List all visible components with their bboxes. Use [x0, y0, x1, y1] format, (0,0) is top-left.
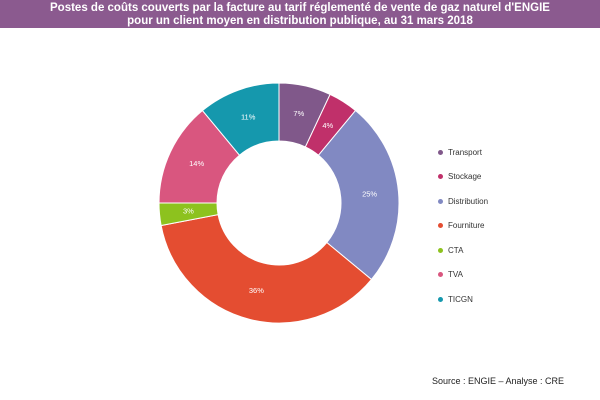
donut-slice-labels: 7% 4% 25% 36% 3% 14% 11% — [183, 109, 377, 295]
chart-title: Postes de coûts couverts par la facture … — [0, 0, 600, 28]
legend-swatch-transport — [438, 149, 443, 155]
slice-label-cta: 3% — [183, 207, 194, 216]
legend-item-cta: CTA — [438, 238, 488, 263]
slice-fourniture — [160, 214, 373, 324]
slice-distribution — [317, 109, 400, 281]
legend-item-distribution: Distribution — [438, 189, 488, 214]
slice-label-fourniture: 36% — [249, 286, 264, 295]
legend-label-distribution: Distribution — [448, 196, 489, 206]
legend-item-stockage: Stockage — [438, 165, 488, 190]
slice-label-tva: 14% — [189, 159, 204, 168]
legend-item-ticgn: TICGN — [438, 287, 488, 312]
donut-chart: 7% 4% 25% 36% 3% 14% 11% — [158, 82, 400, 324]
legend-swatch-distribution — [438, 198, 443, 204]
legend-swatch-fourniture — [438, 223, 443, 229]
legend-swatch-ticgn — [438, 296, 443, 302]
chart-legend: Transport Stockage Distribution Fourniture C… — [438, 140, 488, 312]
legend-swatch-cta — [438, 247, 443, 253]
legend-label-transport: Transport — [448, 147, 482, 157]
legend-label-cta: CTA — [448, 245, 464, 255]
slice-label-stockage: 4% — [322, 121, 333, 130]
legend-item-tva: TVA — [438, 263, 488, 288]
legend-swatch-stockage — [438, 174, 443, 180]
chart-title-line-2: pour un client moyen en distribution pub… — [127, 15, 473, 27]
legend-label-tva: TVA — [448, 270, 463, 280]
donut-slices — [158, 82, 400, 324]
legend-label-stockage: Stockage — [448, 172, 482, 182]
chart-title-line-1: Postes de coûts couverts par la facture … — [50, 2, 550, 14]
legend-item-transport: Transport — [438, 140, 488, 165]
slice-label-distribution: 25% — [362, 189, 377, 198]
legend-item-fourniture: Fourniture — [438, 214, 488, 239]
source-note: Source : ENGIE – Analyse : CRE — [431, 376, 564, 386]
slice-label-transport: 7% — [293, 109, 304, 118]
legend-label-fourniture: Fourniture — [448, 221, 485, 231]
legend-swatch-tva — [438, 272, 443, 278]
legend-label-ticgn: TICGN — [448, 294, 473, 304]
slice-ticgn — [201, 82, 280, 156]
slice-label-ticgn: 11% — [241, 112, 256, 121]
